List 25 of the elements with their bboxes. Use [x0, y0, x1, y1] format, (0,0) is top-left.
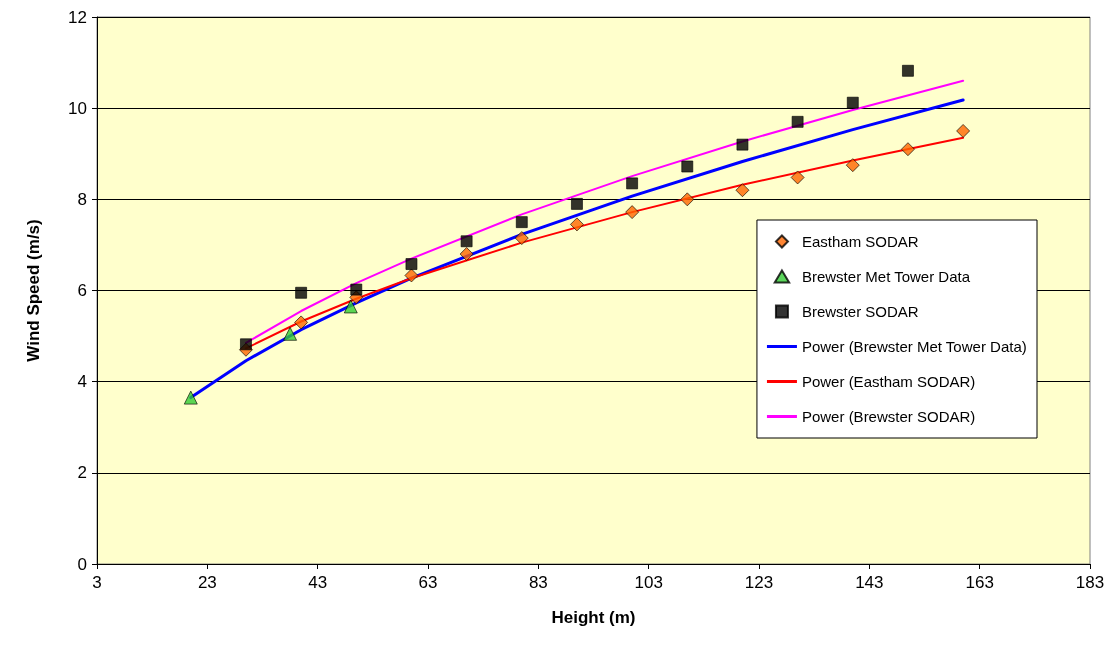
y-tick-label: 12 [68, 7, 87, 27]
legend-label: Brewster Met Tower Data [801, 268, 971, 285]
legend-label: Power (Eastham SODAR) [801, 373, 976, 390]
x-tick-label: 43 [308, 573, 328, 592]
x-tick-label: 163 [965, 573, 994, 592]
y-axis-title: Wind Speed (m/s) [24, 219, 43, 362]
y-tick-label: 10 [68, 98, 87, 118]
x-tick-label: 183 [1075, 573, 1105, 592]
y-tick-label: 6 [77, 281, 87, 300]
x-tick-label: 143 [855, 573, 884, 592]
y-tick-label: 4 [77, 372, 87, 392]
x-tick-label: 23 [197, 573, 217, 592]
legend-label: Brewster SODAR [801, 303, 919, 320]
x-axis-title: Height (m) [551, 608, 636, 627]
x-tick-label: 83 [528, 573, 548, 592]
x-tick-label: 103 [634, 573, 663, 592]
y-tick-label: 0 [77, 554, 87, 574]
legend-label: Eastham SODAR [801, 233, 919, 250]
x-tick-label: 3 [92, 573, 102, 592]
legend-label: Power (Brewster Met Tower Data) [801, 338, 1027, 355]
x-tick-label: 63 [418, 573, 438, 592]
legend-label: Power (Brewster SODAR) [801, 408, 976, 425]
x-tick-label: 123 [744, 573, 774, 592]
y-tick-label: 2 [77, 463, 87, 483]
y-tick-label: 8 [77, 189, 87, 209]
